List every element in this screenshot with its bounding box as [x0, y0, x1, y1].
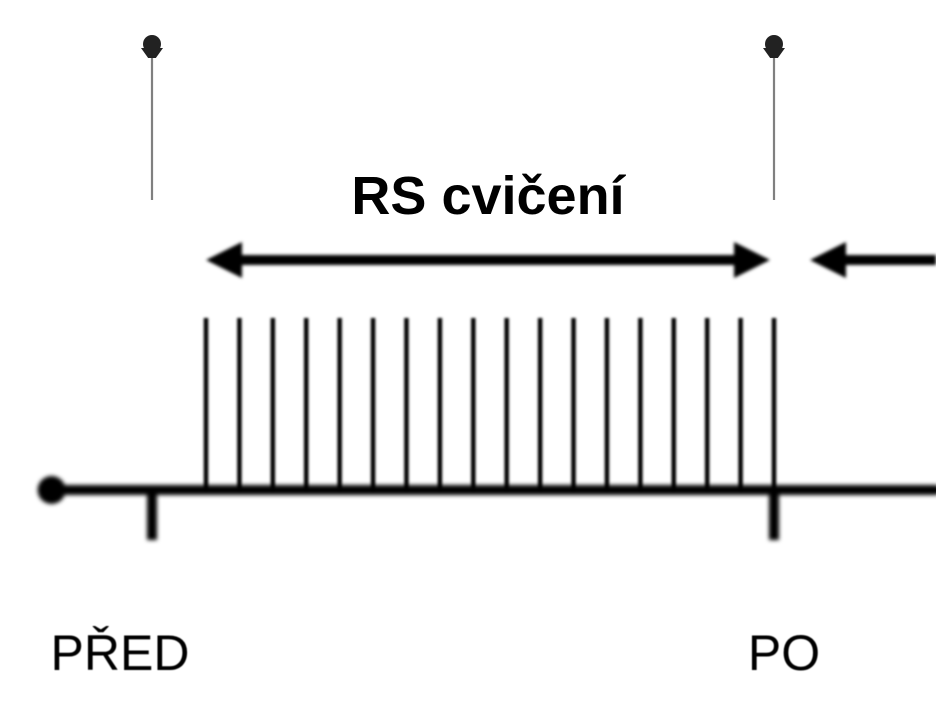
baseline-start-dot [38, 476, 66, 504]
label-pred: PŘED [51, 625, 190, 681]
exercise-comb [206, 318, 774, 490]
pin-icon-left [141, 35, 163, 200]
title-label: RS cvičení [351, 166, 626, 226]
timeline-diagram: RS cvičení PŘED PO [0, 0, 936, 708]
pin-icon-right [763, 35, 785, 200]
span-arrow [206, 242, 770, 278]
right-arrow-stub [810, 242, 936, 278]
baseline [38, 476, 936, 540]
label-po: PO [748, 625, 820, 681]
